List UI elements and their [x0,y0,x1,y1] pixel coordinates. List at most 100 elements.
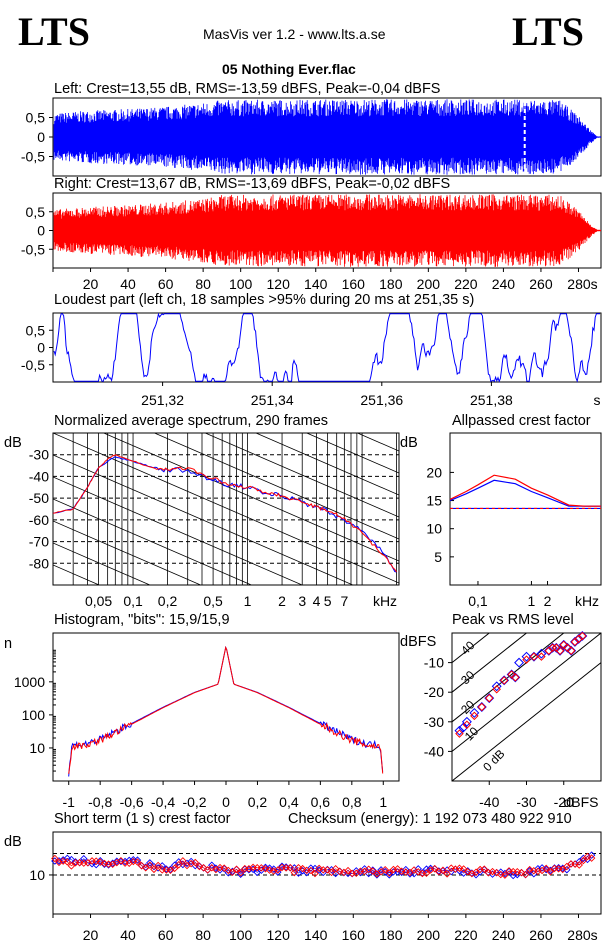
short-term-point-right [162,866,171,874]
allpass-ytick-label: 15 [426,493,442,509]
time-tick-label: 260 [529,276,553,292]
short-term-point-right [88,857,96,865]
spectrum-xunit: kHz [373,593,397,609]
short-term-point-left [80,854,88,863]
short-term-point-right [418,869,427,878]
time-tick-label: 240 [492,276,516,292]
histogram-frame [52,632,400,782]
spectrum-xtick-label: 0,2 [158,593,178,609]
histogram-title: Histogram, "bits": 15,9/15,9 [54,612,230,628]
peak-rms-xtick-label: -20 [554,794,574,810]
histogram-xtick-label: 0,4 [279,794,299,810]
short-term-point-right [71,859,80,867]
histogram-xtick-label: -0,6 [120,794,144,810]
spectrum-xtick-label: 7 [340,593,348,609]
short-term-xtick-label: 100 [229,927,253,943]
short-term-point-right [587,854,596,862]
peak-rms-point-right [455,729,464,738]
peak-rms-ytick-label: -10 [424,655,444,671]
short-term-point-right [51,854,59,863]
short-term-point-right [278,863,286,872]
short-term-point-right [228,868,237,876]
spectrum-xtick-label: 4 [313,593,321,609]
time-tick-label: 160 [342,276,366,292]
peak-rms-point-right [522,655,531,664]
allpass-ytick-label: 10 [426,521,442,537]
loudest-ytick-label: -0,5 [21,357,45,373]
allpass-xtick-label: 0,1 [468,593,488,609]
short-term-xtick-label: 180 [379,927,403,943]
short-term-point-left [146,859,154,867]
short-term-point-right [443,870,451,878]
short-term-point-right [546,868,555,876]
peak-rms-point-right [492,684,501,694]
peak-rms-point-right [477,702,487,712]
allpass-xunit: kHz [575,593,599,609]
short-term-point-left [290,864,299,872]
spectrum-xtick-label: 5 [324,593,332,609]
histogram-xtick-label: 0 [222,794,230,810]
loudest-ytick-label: 0,5 [26,322,46,338]
short-term-point-right [369,867,377,875]
short-term-point-right [311,869,319,878]
histogram-xtick-label: -0,2 [182,794,206,810]
short-term-point-right [575,861,583,869]
short-term-xtick-label: 60 [158,927,174,943]
short-term-point-right [133,858,142,866]
short-term-point-right [567,860,575,868]
peak-rms-point-right [511,673,520,682]
right-wave-ytick-label: 0 [37,223,45,239]
peak-rms-point-left [514,657,524,668]
spectrum-ytick-label: -40 [29,468,49,484]
histogram-xtick-label: 0,8 [342,794,362,810]
short-term-point-left [426,864,435,873]
peak-rms-diagonals [452,633,601,781]
spectrum-yunit: dB [4,435,22,451]
short-term-point-right [542,864,550,873]
histogram-xtick-label: 0,2 [248,794,268,810]
spectrum-xtick-label: 1 [244,593,252,609]
histogram-xtick-label: 0,6 [311,794,331,810]
short-term-xtick-label: 160 [342,927,366,943]
right-wave-title: Right: Crest=13,67 dB, RMS=-13,69 dBFS, … [54,176,451,192]
spectrum-xtick-label: 2 [278,593,286,609]
histogram-ytick-label: 100 [22,707,46,723]
short-term-ytick-label: 10 [29,867,45,883]
histogram-ytick-label: 10 [29,740,45,756]
time-tick-label: 100 [229,276,253,292]
short-term-point-right [232,865,241,873]
short-term-point-right [439,866,447,875]
peak-rms-yunit: dBFS [400,634,437,650]
loudest-ytick-label: 0 [37,340,45,356]
short-term-point-right [121,859,129,867]
short-term-point-right [579,856,588,865]
short-term-point-right [170,864,179,873]
short-term-xtick-label: 120 [267,927,291,943]
short-term-xtick-label: 280s [567,927,597,943]
time-tick-label: 80 [195,276,211,292]
loudest-xtick-label: 251,36 [360,392,403,408]
peak-rms-point-left [458,722,469,733]
peak-rms-diag-label: 20 [458,697,478,717]
short-term-yunit: dB [4,834,22,850]
peak-rms-ytick-label: -40 [424,743,444,759]
short-term-point-right [521,870,530,879]
time-tick-label: 120 [267,276,291,292]
spectrum-ytick-label: -80 [29,555,49,571]
short-term-point-right [282,864,290,872]
left-wave-signal [53,99,601,175]
peak-rms-point-right [529,652,539,661]
time-tick-label: 220 [454,276,478,292]
short-term-point-right [327,868,336,877]
allpass-xtick-label: 1 [528,593,536,609]
time-tick-label: 200 [417,276,441,292]
short-term-point-right [290,868,299,877]
short-term-point-right [476,865,484,874]
short-term-point-right [356,867,365,875]
spectrum-grid [53,433,399,585]
time-tick-label: 20 [83,276,99,292]
right-wave-ytick-label: 0,5 [26,204,46,220]
short-term-point-right [430,864,439,873]
short-term-point-left [505,867,513,876]
